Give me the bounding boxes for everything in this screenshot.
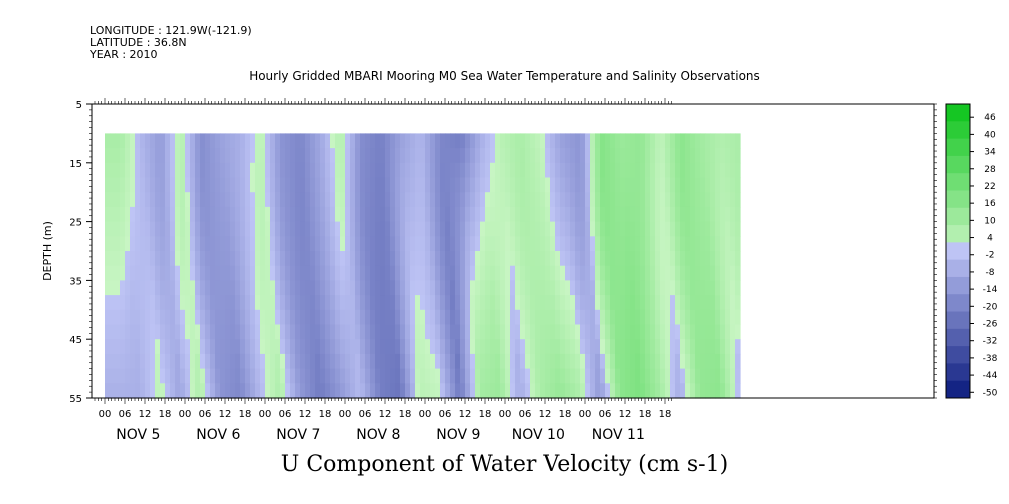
x-tick-label: 12: [219, 409, 232, 420]
colorbar-tick-label: 28: [984, 165, 996, 175]
x-tick-label: 12: [299, 409, 312, 420]
x-tick-label: 00: [579, 409, 592, 420]
y-axis-label: DEPTH (m): [41, 221, 54, 281]
colorbar-swatch: [946, 363, 970, 382]
colorbar-swatch: [946, 380, 970, 399]
colorbar-tick-label: -44: [983, 371, 998, 381]
colorbar-tick-label: 34: [984, 148, 996, 158]
colorbar-swatch: [946, 311, 970, 330]
x-day-label: NOV 5: [116, 427, 160, 443]
y-tick-label: 15: [69, 159, 82, 170]
colorbar-tick-label: 16: [984, 199, 996, 209]
y-tick-label: 5: [76, 100, 82, 111]
x-axis-label: U Component of Water Velocity (cm s-1): [280, 452, 729, 477]
chart-title: Hourly Gridded MBARI Mooring M0 Sea Wate…: [249, 69, 760, 83]
x-tick-label: 12: [619, 409, 632, 420]
colorbar-swatch: [946, 155, 970, 174]
colorbar-swatch: [946, 173, 970, 191]
year-label: YEAR : 2010: [90, 48, 158, 61]
colorbar-swatch: [946, 138, 970, 157]
colorbar-swatch: [946, 328, 970, 347]
x-tick-label: 18: [639, 409, 652, 420]
x-tick-label: 12: [459, 409, 472, 420]
colorbar-swatch: [946, 207, 970, 226]
x-tick-label: 18: [239, 409, 252, 420]
x-tick-label: 00: [179, 409, 192, 420]
colorbar-swatch: [946, 259, 970, 278]
heatmap-field: [105, 133, 741, 399]
longitude-label: LONGITUDE : 121.9W(-121.9): [90, 24, 252, 37]
x-tick-label: 18: [399, 409, 412, 420]
colorbar-swatch: [946, 346, 970, 364]
colorbar-swatch: [946, 190, 970, 209]
x-day-label: NOV 9: [436, 427, 480, 443]
colorbar-tick-label: 4: [987, 234, 993, 244]
colorbar-tick-label: 46: [984, 113, 996, 123]
x-tick-label: 00: [99, 409, 112, 420]
colorbar-swatch: [946, 276, 970, 295]
colorbar-tick-label: -50: [983, 388, 998, 398]
colorbar-tick-label: -14: [983, 285, 998, 295]
x-tick-label: 06: [439, 409, 452, 420]
colorbar-swatch: [946, 121, 970, 140]
x-tick-label: 06: [519, 409, 532, 420]
x-tick-label: 12: [379, 409, 392, 420]
x-tick-label: 06: [599, 409, 612, 420]
y-tick-label: 35: [69, 276, 82, 287]
colorbar-tick-label: -32: [983, 337, 998, 347]
x-tick-label: 06: [359, 409, 372, 420]
x-day-label: NOV 10: [512, 427, 565, 443]
x-tick-label: 06: [199, 409, 212, 420]
colorbar-tick-label: -20: [983, 302, 998, 312]
latitude-label: LATITUDE : 36.8N: [90, 36, 187, 49]
colorbar: [946, 104, 970, 399]
y-tick-label: 25: [69, 218, 82, 229]
colorbar-swatch: [946, 242, 970, 261]
colorbar-swatch: [946, 294, 970, 313]
x-day-label: NOV 8: [356, 427, 400, 443]
x-day-label: NOV 11: [592, 427, 645, 443]
colorbar-tick-label: -38: [983, 354, 998, 364]
x-tick-label: 00: [419, 409, 432, 420]
colorbar-swatch: [946, 225, 970, 243]
x-tick-label: 18: [159, 409, 172, 420]
colorbar-swatch: [946, 104, 970, 122]
x-day-label: NOV 6: [196, 427, 240, 443]
colorbar-tick-label: -8: [986, 268, 995, 278]
x-tick-label: 00: [339, 409, 352, 420]
colorbar-tick-label: 10: [984, 216, 996, 226]
colorbar-tick-label: -26: [983, 320, 998, 330]
x-tick-label: 18: [479, 409, 492, 420]
x-tick-label: 18: [659, 409, 672, 420]
colorbar-tick-label: 22: [984, 182, 995, 192]
y-tick-label: 45: [69, 335, 82, 346]
x-day-label: NOV 7: [276, 427, 320, 443]
colorbar-tick-label: 40: [984, 130, 996, 140]
x-tick-label: 18: [319, 409, 332, 420]
x-tick-label: 06: [119, 409, 132, 420]
colorbar-frame: [945, 103, 971, 399]
x-tick-label: 12: [139, 409, 152, 420]
colorbar-tick-label: -2: [986, 251, 995, 261]
x-tick-label: 12: [539, 409, 552, 420]
x-tick-label: 18: [559, 409, 572, 420]
x-tick-label: 00: [499, 409, 512, 420]
y-tick-label: 55: [69, 394, 82, 405]
x-tick-label: 00: [259, 409, 272, 420]
x-tick-label: 06: [279, 409, 292, 420]
